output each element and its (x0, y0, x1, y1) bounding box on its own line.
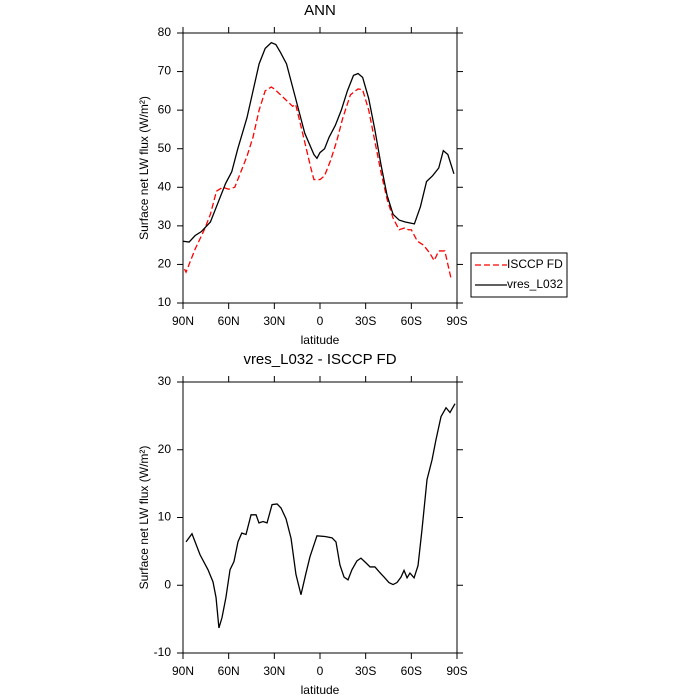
y-tick-label: 0 (164, 577, 171, 591)
plot-frame (182, 381, 458, 654)
x-tick-label: 0 (317, 314, 324, 328)
x-tick-label: 90N (172, 664, 194, 678)
y-tick-label: 60 (158, 102, 172, 116)
x-tick-label: 0 (317, 664, 324, 678)
chart-title: ANN (304, 2, 336, 19)
x-axis-label: latitude (301, 333, 340, 347)
y-tick-label: 10 (158, 510, 172, 524)
y-tick-label: 20 (158, 257, 172, 271)
legend-label: ISCCP FD (507, 257, 563, 271)
x-tick-label: 60N (218, 314, 240, 328)
data-line (185, 403, 456, 629)
y-tick-label: -10 (154, 645, 172, 659)
x-tick-label: 30N (263, 314, 285, 328)
x-tick-label: 60S (401, 314, 422, 328)
y-tick-label: 40 (158, 179, 172, 193)
data-line (182, 41, 455, 243)
x-tick-label: 30N (263, 664, 285, 678)
legend-box (470, 252, 568, 298)
y-tick-label: 10 (158, 295, 172, 309)
data-line (183, 86, 452, 279)
x-tick-label: 30S (355, 314, 376, 328)
chart-title: vres_L032 - ISCCP FD (243, 351, 396, 368)
y-axis-label: Surface net LW flux (W/m²) (137, 446, 151, 590)
y-tick-label: 20 (158, 442, 172, 456)
y-tick-label: 50 (158, 141, 172, 155)
x-tick-label: 90S (446, 314, 467, 328)
x-tick-label: 30S (355, 664, 376, 678)
y-tick-label: 70 (158, 64, 172, 78)
x-tick-label: 60S (401, 664, 422, 678)
y-tick-label: 30 (158, 374, 172, 388)
y-tick-label: 80 (158, 25, 172, 39)
y-axis-label: Surface net LW flux (W/m²) (137, 96, 151, 240)
x-tick-label: 90N (172, 314, 194, 328)
y-tick-label: 30 (158, 218, 172, 232)
x-tick-label: 90S (446, 664, 467, 678)
plot-frame (182, 32, 458, 304)
x-axis-label: latitude (301, 683, 340, 697)
x-tick-label: 60N (218, 664, 240, 678)
legend-label: vres_L032 (507, 277, 563, 291)
